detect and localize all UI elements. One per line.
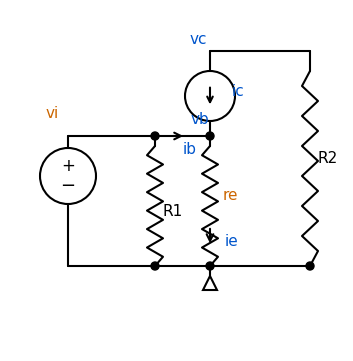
Text: R2: R2 [318, 151, 338, 166]
Circle shape [206, 132, 214, 140]
Text: vi: vi [46, 105, 59, 121]
Text: ic: ic [232, 83, 244, 99]
Text: ie: ie [225, 234, 239, 248]
Circle shape [151, 132, 159, 140]
Text: vb: vb [191, 112, 209, 126]
Text: −: − [60, 177, 76, 195]
Text: R1: R1 [163, 204, 183, 218]
Circle shape [151, 262, 159, 270]
Circle shape [206, 262, 214, 270]
Text: re: re [222, 188, 238, 204]
Circle shape [306, 262, 314, 270]
Text: +: + [61, 157, 75, 175]
Text: vc: vc [189, 31, 207, 47]
Text: ib: ib [183, 143, 197, 157]
